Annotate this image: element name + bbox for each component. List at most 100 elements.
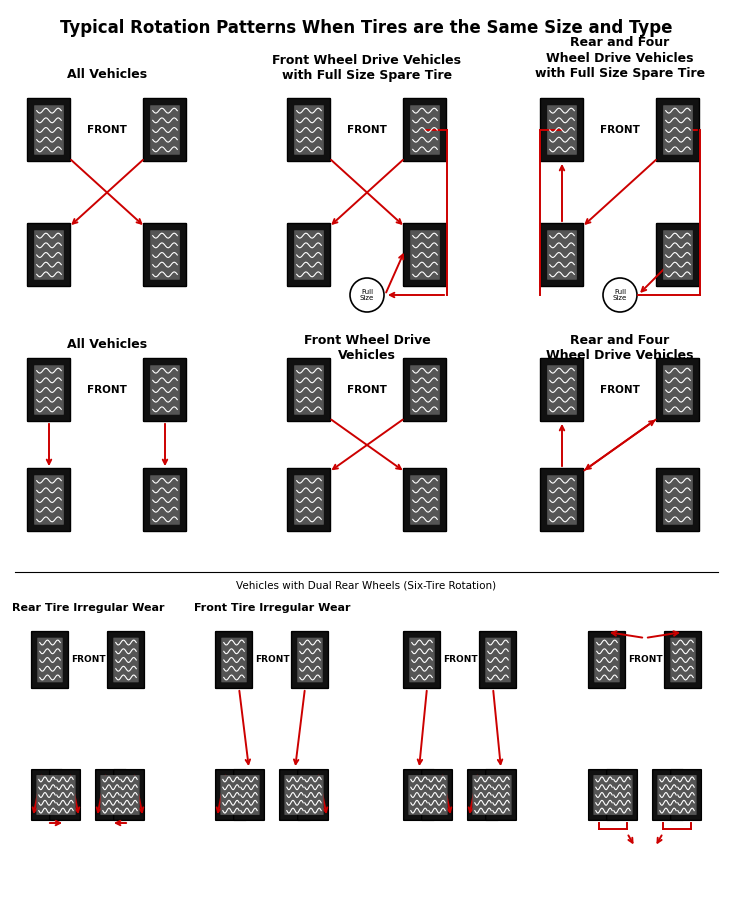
Text: Typical Rotation Patterns When Tires are the Same Size and Type: Typical Rotation Patterns When Tires are… (60, 19, 673, 37)
FancyBboxPatch shape (119, 775, 139, 814)
FancyBboxPatch shape (589, 770, 619, 821)
FancyBboxPatch shape (403, 223, 446, 286)
Text: Rear Tire Irregular Wear: Rear Tire Irregular Wear (12, 603, 164, 613)
Text: FRONT: FRONT (443, 655, 477, 664)
FancyBboxPatch shape (675, 775, 696, 814)
Text: FRONT: FRONT (600, 385, 640, 395)
FancyBboxPatch shape (216, 632, 252, 688)
FancyBboxPatch shape (95, 770, 126, 821)
FancyBboxPatch shape (34, 230, 64, 280)
FancyBboxPatch shape (234, 770, 265, 821)
FancyBboxPatch shape (594, 775, 614, 814)
FancyBboxPatch shape (150, 105, 180, 155)
FancyBboxPatch shape (547, 230, 577, 280)
Text: FRONT: FRONT (347, 385, 387, 395)
FancyBboxPatch shape (404, 770, 435, 821)
FancyBboxPatch shape (114, 638, 139, 682)
FancyBboxPatch shape (607, 770, 638, 821)
FancyBboxPatch shape (540, 98, 583, 161)
FancyBboxPatch shape (294, 105, 324, 155)
Text: Rear and Four
Wheel Drive Vehicles: Rear and Four Wheel Drive Vehicles (546, 334, 693, 362)
FancyBboxPatch shape (657, 358, 699, 421)
Text: Vehicles with Dual Rear Wheels (Six-Tire Rotation): Vehicles with Dual Rear Wheels (Six-Tire… (237, 581, 496, 591)
FancyBboxPatch shape (108, 632, 144, 688)
Text: FRONT: FRONT (627, 655, 663, 664)
FancyBboxPatch shape (589, 632, 625, 688)
FancyBboxPatch shape (150, 230, 180, 280)
FancyBboxPatch shape (657, 469, 699, 532)
FancyBboxPatch shape (221, 638, 247, 682)
FancyBboxPatch shape (403, 469, 446, 532)
FancyBboxPatch shape (410, 475, 440, 525)
FancyBboxPatch shape (34, 365, 64, 415)
FancyBboxPatch shape (409, 638, 435, 682)
FancyBboxPatch shape (50, 770, 81, 821)
FancyBboxPatch shape (144, 358, 186, 421)
Text: Front Wheel Drive Vehicles
with Full Size Spare Tire: Front Wheel Drive Vehicles with Full Siz… (273, 54, 462, 82)
FancyBboxPatch shape (547, 365, 577, 415)
Text: FRONT: FRONT (347, 125, 387, 135)
Text: Full
Size: Full Size (613, 289, 627, 302)
FancyBboxPatch shape (540, 358, 583, 421)
FancyBboxPatch shape (28, 358, 70, 421)
FancyBboxPatch shape (32, 770, 62, 821)
FancyBboxPatch shape (403, 98, 446, 161)
Text: Front Wheel Drive
Vehicles: Front Wheel Drive Vehicles (303, 334, 430, 362)
FancyBboxPatch shape (34, 105, 64, 155)
FancyBboxPatch shape (284, 775, 306, 814)
FancyBboxPatch shape (540, 469, 583, 532)
FancyBboxPatch shape (663, 230, 693, 280)
FancyBboxPatch shape (472, 775, 493, 814)
FancyBboxPatch shape (150, 475, 180, 525)
FancyBboxPatch shape (479, 632, 517, 688)
FancyBboxPatch shape (144, 223, 186, 286)
FancyBboxPatch shape (114, 770, 144, 821)
FancyBboxPatch shape (547, 105, 577, 155)
FancyBboxPatch shape (486, 770, 516, 821)
FancyBboxPatch shape (665, 632, 701, 688)
FancyBboxPatch shape (540, 223, 583, 286)
FancyBboxPatch shape (611, 775, 633, 814)
FancyBboxPatch shape (287, 223, 331, 286)
FancyBboxPatch shape (280, 770, 310, 821)
Text: FRONT: FRONT (600, 125, 640, 135)
FancyBboxPatch shape (32, 632, 68, 688)
FancyBboxPatch shape (28, 223, 70, 286)
FancyBboxPatch shape (410, 230, 440, 280)
FancyBboxPatch shape (663, 365, 693, 415)
FancyBboxPatch shape (287, 358, 331, 421)
FancyBboxPatch shape (410, 365, 440, 415)
FancyBboxPatch shape (37, 775, 58, 814)
FancyBboxPatch shape (144, 469, 186, 532)
FancyBboxPatch shape (663, 105, 693, 155)
Text: All Vehicles: All Vehicles (67, 338, 147, 352)
FancyBboxPatch shape (287, 469, 331, 532)
Text: FRONT: FRONT (87, 125, 127, 135)
FancyBboxPatch shape (404, 632, 441, 688)
FancyBboxPatch shape (657, 98, 699, 161)
FancyBboxPatch shape (294, 365, 324, 415)
FancyBboxPatch shape (427, 775, 448, 814)
FancyBboxPatch shape (238, 775, 259, 814)
FancyBboxPatch shape (468, 770, 498, 821)
Text: FRONT: FRONT (254, 655, 290, 664)
FancyBboxPatch shape (410, 105, 440, 155)
FancyBboxPatch shape (421, 770, 452, 821)
FancyBboxPatch shape (28, 469, 70, 532)
FancyBboxPatch shape (221, 775, 242, 814)
Circle shape (603, 278, 637, 312)
Text: FRONT: FRONT (70, 655, 106, 664)
FancyBboxPatch shape (298, 638, 323, 682)
FancyBboxPatch shape (403, 358, 446, 421)
FancyBboxPatch shape (652, 770, 683, 821)
FancyBboxPatch shape (298, 770, 328, 821)
Text: All Vehicles: All Vehicles (67, 68, 147, 82)
FancyBboxPatch shape (28, 98, 70, 161)
Text: Front Tire Irregular Wear: Front Tire Irregular Wear (194, 603, 350, 613)
FancyBboxPatch shape (37, 638, 63, 682)
FancyBboxPatch shape (54, 775, 75, 814)
FancyBboxPatch shape (100, 775, 122, 814)
Text: Full
Size: Full Size (360, 289, 374, 302)
Text: FRONT: FRONT (87, 385, 127, 395)
FancyBboxPatch shape (408, 775, 430, 814)
